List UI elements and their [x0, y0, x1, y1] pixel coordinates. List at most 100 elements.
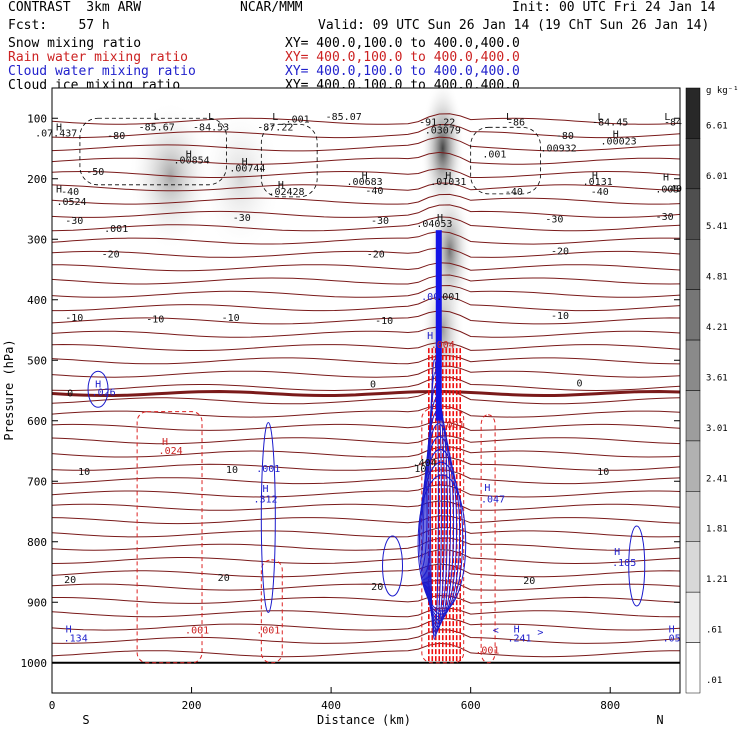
field-name-rain: Rain water mixing ratio: [8, 50, 189, 65]
field-label: -40: [505, 187, 523, 198]
cloud-water-contour: [628, 525, 646, 607]
temperature-contour: [52, 484, 680, 498]
field-label: L: [597, 112, 603, 123]
field-label: -84.45: [592, 118, 628, 129]
y-tick-label: 1000: [21, 657, 48, 670]
x-tick-label: 600: [461, 699, 481, 712]
field-label: -10: [65, 313, 83, 324]
field-label: .00744: [229, 164, 265, 175]
field-label: H: [669, 625, 675, 636]
field-label: H: [592, 171, 598, 182]
field-label: .00683: [347, 177, 383, 188]
field-label: -30: [371, 216, 389, 227]
temperature-contour: [52, 182, 680, 192]
field-label: .105: [612, 558, 636, 569]
field-label: H: [427, 331, 433, 342]
temperature-contour: [52, 563, 680, 578]
field-label: .05: [663, 634, 681, 645]
field-xy-snow: XY= 400.0,100.0 to 400.0,400.0: [285, 36, 520, 51]
temperature-contour: [52, 607, 680, 618]
colorbar-label: 3.61: [706, 373, 728, 383]
field-label: -40: [365, 186, 383, 197]
x-tick-label: 0: [49, 699, 56, 712]
y-tick-label: 700: [27, 475, 47, 488]
temperature-contour: [52, 113, 680, 125]
field-label: H: [613, 130, 619, 141]
field-label: -30: [656, 212, 674, 223]
y-tick-label: 900: [27, 596, 47, 609]
colorbar-swatch: [685, 591, 701, 643]
temperature-contour: [52, 204, 680, 218]
x-tick-label: 400: [321, 699, 341, 712]
rain-contour: [136, 411, 203, 664]
field-label: <: [493, 626, 499, 637]
temperature-contour: [52, 537, 680, 551]
temperature-contour: [52, 151, 680, 165]
colorbar-label: .61: [706, 626, 722, 636]
header-left2: Fcst: 57 h: [8, 18, 110, 33]
y-tick-label: 400: [27, 294, 47, 307]
x-end-label-south: S: [82, 713, 89, 727]
colorbar-label: 1.21: [706, 575, 728, 585]
field-label: -40: [664, 184, 682, 195]
field-xy-rain: XY= 400.0,100.0 to 400.0,400.0: [285, 50, 520, 65]
field-label: -84: [664, 118, 682, 129]
field-label: -20: [367, 249, 385, 260]
colorbar-swatch: [685, 87, 701, 139]
field-name-snow: Snow mixing ratio: [8, 36, 142, 51]
x-tick-label: 200: [182, 699, 202, 712]
colorbar-swatch: [685, 541, 701, 593]
field-label: H: [614, 547, 620, 558]
temperature-contour: [52, 594, 680, 604]
y-tick-label: 800: [27, 536, 47, 549]
temperature-contour: [52, 216, 680, 232]
temperature-contour: [52, 456, 680, 471]
field-label: -40: [61, 187, 79, 198]
field-label: H: [663, 173, 669, 184]
field-label: -85.07: [326, 112, 362, 123]
temperature-contour: [52, 168, 680, 178]
field-label: .07.437: [35, 128, 77, 139]
field-label: -10: [222, 313, 240, 324]
field-label: 10: [414, 464, 426, 475]
temperature-contour: [52, 247, 680, 258]
cloud-ice-contour: [79, 117, 227, 186]
y-tick-label: 600: [27, 415, 47, 428]
temperature-contour: [52, 389, 680, 405]
field-label: .024: [159, 446, 183, 457]
field-label: .047: [481, 494, 505, 505]
field-label: 20: [523, 576, 535, 587]
y-tick-label: 300: [27, 233, 47, 246]
field-label: .0524: [56, 197, 86, 208]
colorbar-swatch: [685, 491, 701, 543]
cloud-water-contour: [423, 423, 455, 625]
cloud-water-contour: [418, 461, 464, 615]
temperature-contour: [52, 549, 680, 565]
field-label: .404: [413, 458, 437, 469]
field-label: .00932: [541, 144, 577, 155]
field-label: H: [56, 185, 62, 196]
field-label: H: [162, 437, 168, 448]
field-label: H: [278, 180, 284, 191]
field-label: .0131: [583, 177, 613, 188]
field-label: -86: [507, 118, 525, 129]
field-label: 10: [597, 467, 609, 478]
field-label: H: [437, 213, 443, 224]
temperature-contour: [52, 526, 680, 538]
header-center1: NCAR/MMM: [240, 0, 303, 15]
field-label: .001: [436, 292, 460, 303]
field-name-cloudwater: Cloud water mixing ratio: [8, 64, 196, 79]
field-label: -80: [556, 131, 574, 142]
field-label: .241: [507, 634, 531, 645]
cloud-water-core: [435, 230, 442, 421]
colorbar-label: 3.01: [706, 424, 728, 434]
field-label: .026: [92, 387, 116, 398]
temperature-contour: [52, 435, 680, 445]
temperature-contour: [52, 274, 680, 285]
field-label: L: [272, 112, 278, 123]
field-label: -80: [107, 131, 125, 142]
colorbar-label: 4.21: [706, 323, 728, 333]
temperature-contour: [52, 446, 680, 458]
field-label: -10: [146, 315, 164, 326]
